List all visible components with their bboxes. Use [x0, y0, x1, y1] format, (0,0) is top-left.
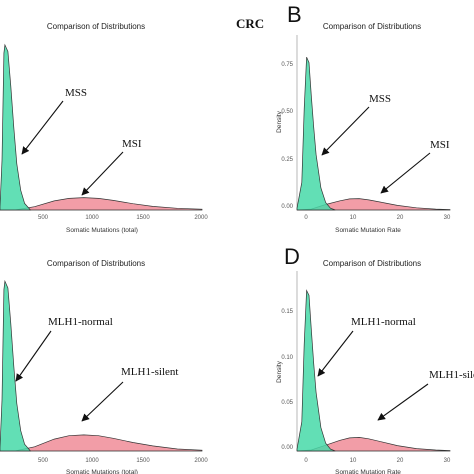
annotation-arrow — [21, 100, 64, 155]
annotation-arrow — [81, 381, 124, 422]
chart-title: Comparison of Distributions — [47, 22, 145, 31]
annotation-label: MLH1-normal — [351, 316, 416, 328]
density-area-first — [296, 56, 336, 211]
chart-title: Comparison of Distributions — [47, 259, 145, 268]
y-axis-label: Density — [276, 110, 283, 132]
annotation-label: MLH1-normal — [48, 316, 113, 328]
y-tick-label: 0.10 — [281, 355, 293, 361]
x-tick-label: 1500 — [136, 215, 150, 221]
annotation-label: MLH1-silent — [121, 366, 178, 378]
chart-title: Comparison of Distributions — [323, 259, 421, 268]
y-tick-label: 0.25 — [281, 157, 293, 163]
density-area-first — [0, 43, 32, 211]
density-area-second — [296, 437, 451, 452]
density-area-first — [296, 289, 336, 452]
x-tick-label: 20 — [397, 458, 404, 464]
y-tick-label: 0.05 — [281, 400, 293, 406]
chart-panel-2: B Comparison of Distributions 0 10 20 30 0.00 0… — [276, 2, 451, 234]
chart-panel-1: Comparison of Distributions 500 1000 1500 20… — [0, 22, 208, 234]
x-tick-label: 10 — [350, 215, 357, 221]
annotation-arrow — [317, 330, 354, 377]
y-axis-label: Density — [276, 360, 283, 382]
density-area-second — [0, 434, 203, 452]
x-axis-label: Somatic Mutations (total) — [66, 227, 138, 234]
x-tick-label: 20 — [397, 215, 404, 221]
annotation-label: MSI — [430, 139, 450, 151]
y-tick-label: 0.50 — [281, 109, 293, 115]
x-tick-label: 2000 — [194, 215, 208, 221]
chart-panel-3: Comparison of Distributions 500 1000 1500 20… — [0, 259, 208, 474]
x-tick-label: 10 — [350, 458, 357, 464]
x-tick-label: 30 — [444, 215, 451, 221]
annotation-label: MSS — [369, 93, 391, 105]
panel-letter: D — [284, 244, 300, 269]
annotation-label: MSI — [122, 138, 142, 150]
annotation-label: MSS — [65, 87, 87, 99]
density-area-second — [0, 197, 203, 211]
y-tick-label: 0.00 — [281, 204, 293, 210]
annotation-arrow — [377, 383, 429, 421]
chart-panel-4: D Comparison of Distributions 0 10 20 30 0.00 0… — [276, 244, 474, 474]
x-tick-label: 30 — [444, 458, 451, 464]
x-tick-label: 0 — [304, 458, 308, 464]
x-tick-label: 1500 — [136, 458, 150, 464]
x-axis-label: Somatic Mutations (total) — [66, 469, 138, 474]
annotation-arrow — [15, 330, 52, 382]
density-area-second — [296, 198, 451, 211]
x-tick-label: 500 — [38, 458, 49, 464]
x-tick-label: 0 — [304, 215, 308, 221]
panel-letter: B — [287, 2, 302, 27]
annotation-label: MLH1-silent — [429, 369, 474, 381]
chart-title: Comparison of Distributions — [323, 22, 421, 31]
x-axis-label: Somatic Mutation Rate — [335, 227, 401, 234]
y-tick-label: 0.75 — [281, 62, 293, 68]
x-tick-label: 1000 — [85, 458, 99, 464]
y-tick-label: 0.15 — [281, 309, 293, 315]
x-tick-label: 1000 — [85, 215, 99, 221]
x-tick-label: 2000 — [194, 458, 208, 464]
density-area-first — [0, 279, 32, 452]
annotation-arrow — [321, 106, 370, 156]
x-axis-label: Somatic Mutation Rate — [335, 469, 401, 474]
crc-label: CRC — [236, 16, 264, 31]
y-tick-label: 0.00 — [281, 445, 293, 451]
x-tick-label: 500 — [38, 215, 49, 221]
annotation-arrow — [81, 151, 124, 196]
annotation-arrow — [380, 152, 431, 194]
